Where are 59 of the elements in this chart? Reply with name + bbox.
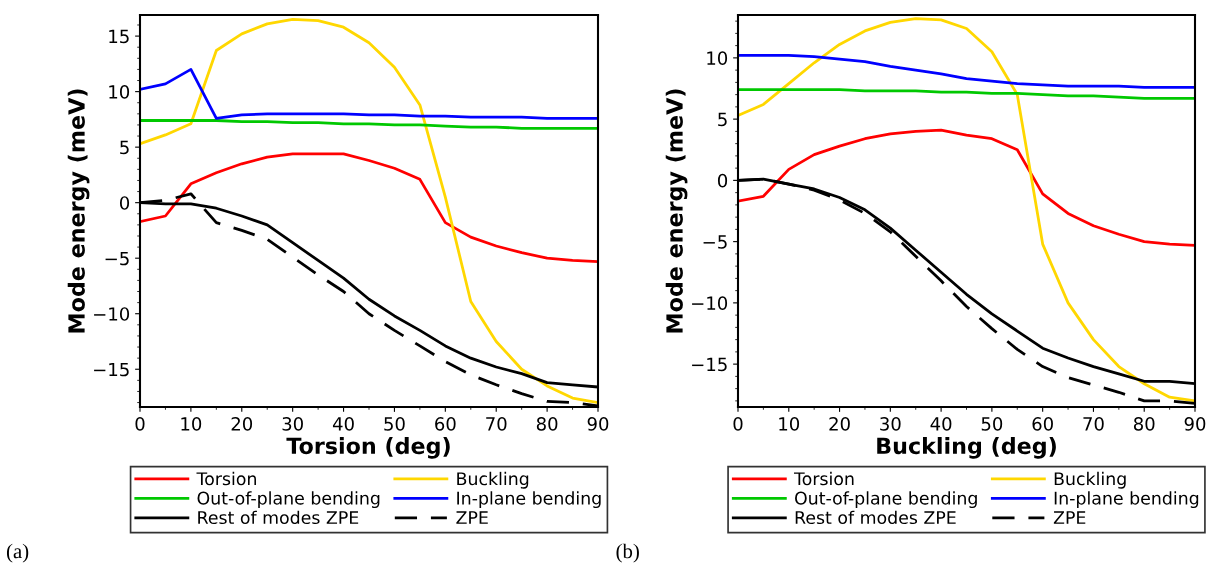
x-tick-label: 70 <box>1083 417 1104 431</box>
x-tick-label: 20 <box>231 417 253 431</box>
legend-label: In-plane bending <box>457 491 601 509</box>
x-tick-label: 50 <box>981 417 1003 431</box>
y-tick-label: 0 <box>119 196 130 210</box>
line-series <box>738 128 1195 247</box>
y-tick-label: −10 <box>692 296 728 310</box>
legend-label: Rest of modes ZPE <box>795 510 956 525</box>
x-tick-label: 50 <box>384 417 405 431</box>
x-axis-title: Buckling (deg) <box>877 436 1056 459</box>
line-series <box>738 54 1195 89</box>
y-tick-label: −5 <box>105 251 129 266</box>
text: (a) <box>6 543 29 563</box>
x-tick-label: 30 <box>880 417 901 431</box>
x-tick-label: 10 <box>779 417 800 431</box>
x-axis-title: Torsion (deg) <box>286 436 450 459</box>
legend-label: ZPE <box>456 511 488 524</box>
y-tick-label: −15 <box>692 357 727 372</box>
legend-label: Rest of modes ZPE <box>198 510 359 525</box>
x-tick-label: 0 <box>733 417 743 431</box>
y-axis-title: Mode energy (meV) <box>665 89 688 333</box>
x-tick-label: 40 <box>332 417 354 431</box>
y-tick-label: 5 <box>718 112 727 127</box>
x-tick-label: 90 <box>587 417 609 431</box>
x-tick-label: 80 <box>536 417 558 431</box>
y-tick-label: 15 <box>109 29 129 44</box>
y-tick-label: 10 <box>707 51 728 65</box>
line-series <box>140 18 598 404</box>
line-series <box>140 119 598 130</box>
x-tick-label: 40 <box>930 417 952 431</box>
x-tick-label: 30 <box>282 417 303 431</box>
legend-label: Buckling <box>1054 471 1126 489</box>
text: (b) <box>616 543 639 563</box>
legend-label: Out-of-plane bending <box>795 491 977 509</box>
y-tick-label: −5 <box>703 235 727 249</box>
x-tick-label: 10 <box>181 417 202 431</box>
x-tick-label: 60 <box>1032 417 1053 431</box>
line-series <box>140 68 598 120</box>
legend-label: ZPE <box>1053 511 1086 524</box>
x-tick-label: 60 <box>435 417 456 431</box>
x-tick-label: 80 <box>1133 417 1155 431</box>
x-tick-label: 70 <box>486 417 507 431</box>
line-series <box>738 88 1195 100</box>
line-series <box>738 17 1195 403</box>
legend-label: Buckling <box>457 471 529 489</box>
y-axis-title: Mode energy (meV) <box>67 89 90 333</box>
legend-label: Torsion <box>196 471 256 486</box>
y-tick-label: −15 <box>94 362 129 377</box>
y-tick-label: 10 <box>109 85 130 99</box>
legend-label: In-plane bending <box>1054 491 1199 509</box>
x-tick-label: 90 <box>1184 417 1206 431</box>
legend-label: Torsion <box>793 471 854 486</box>
line-series <box>140 152 598 263</box>
x-tick-label: 0 <box>135 417 145 431</box>
y-tick-label: −10 <box>94 307 130 321</box>
legend-label: Out-of-plane bending <box>197 491 380 509</box>
y-tick-label: 0 <box>717 173 728 188</box>
x-tick-label: 20 <box>829 417 850 431</box>
y-tick-label: 5 <box>120 140 129 155</box>
